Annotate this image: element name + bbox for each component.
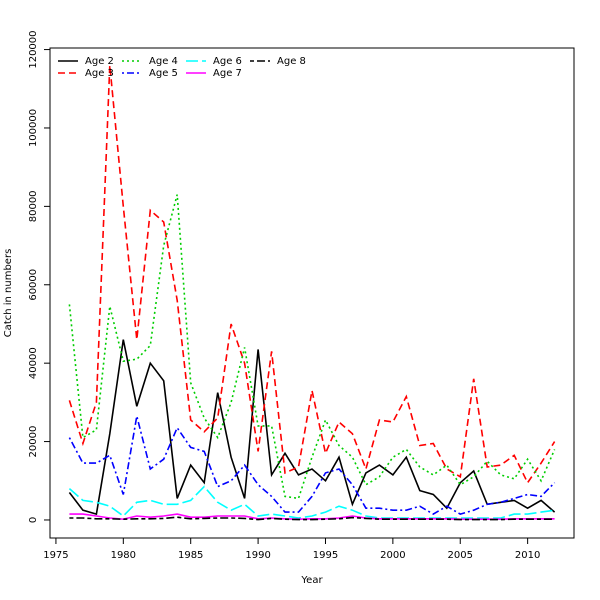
series-line: [68, 194, 556, 500]
legend-label: Age 4: [149, 56, 178, 67]
plot-box: [49, 47, 575, 539]
x-tick-label: 1980: [111, 550, 136, 561]
x-tick-label: 2000: [380, 550, 405, 561]
y-tick-label: 20000: [28, 426, 39, 458]
legend-label: Age 8: [277, 56, 306, 67]
legend-label: Age 7: [213, 68, 242, 79]
y-tick-label: 100000: [28, 109, 39, 147]
x-tick-label: 1985: [178, 550, 203, 561]
x-tick-label: 2005: [448, 550, 473, 561]
legend-label: Age 6: [213, 56, 242, 67]
x-axis-label: Year: [300, 575, 323, 586]
x-tick-label: 2010: [515, 550, 540, 561]
y-axis-label: Catch in numbers: [3, 249, 14, 338]
series-line: [68, 65, 556, 485]
legend-label: Age 5: [149, 68, 178, 79]
y-tick-label: 80000: [28, 190, 39, 222]
series-line: [69, 516, 555, 521]
y-tick-label: 40000: [28, 347, 39, 379]
y-tick-label: 60000: [28, 269, 39, 301]
legend-label: Age 3: [85, 68, 114, 79]
x-tick-label: 1995: [313, 550, 338, 561]
series-line: [68, 339, 556, 516]
series-line: [68, 415, 556, 516]
x-tick-label: 1975: [43, 550, 68, 561]
legend-label: Age 2: [85, 56, 114, 67]
x-tick-label: 1990: [245, 550, 270, 561]
series-line: [68, 485, 555, 519]
y-tick-label: 0: [28, 517, 39, 523]
y-tick-label: 120000: [28, 30, 39, 68]
